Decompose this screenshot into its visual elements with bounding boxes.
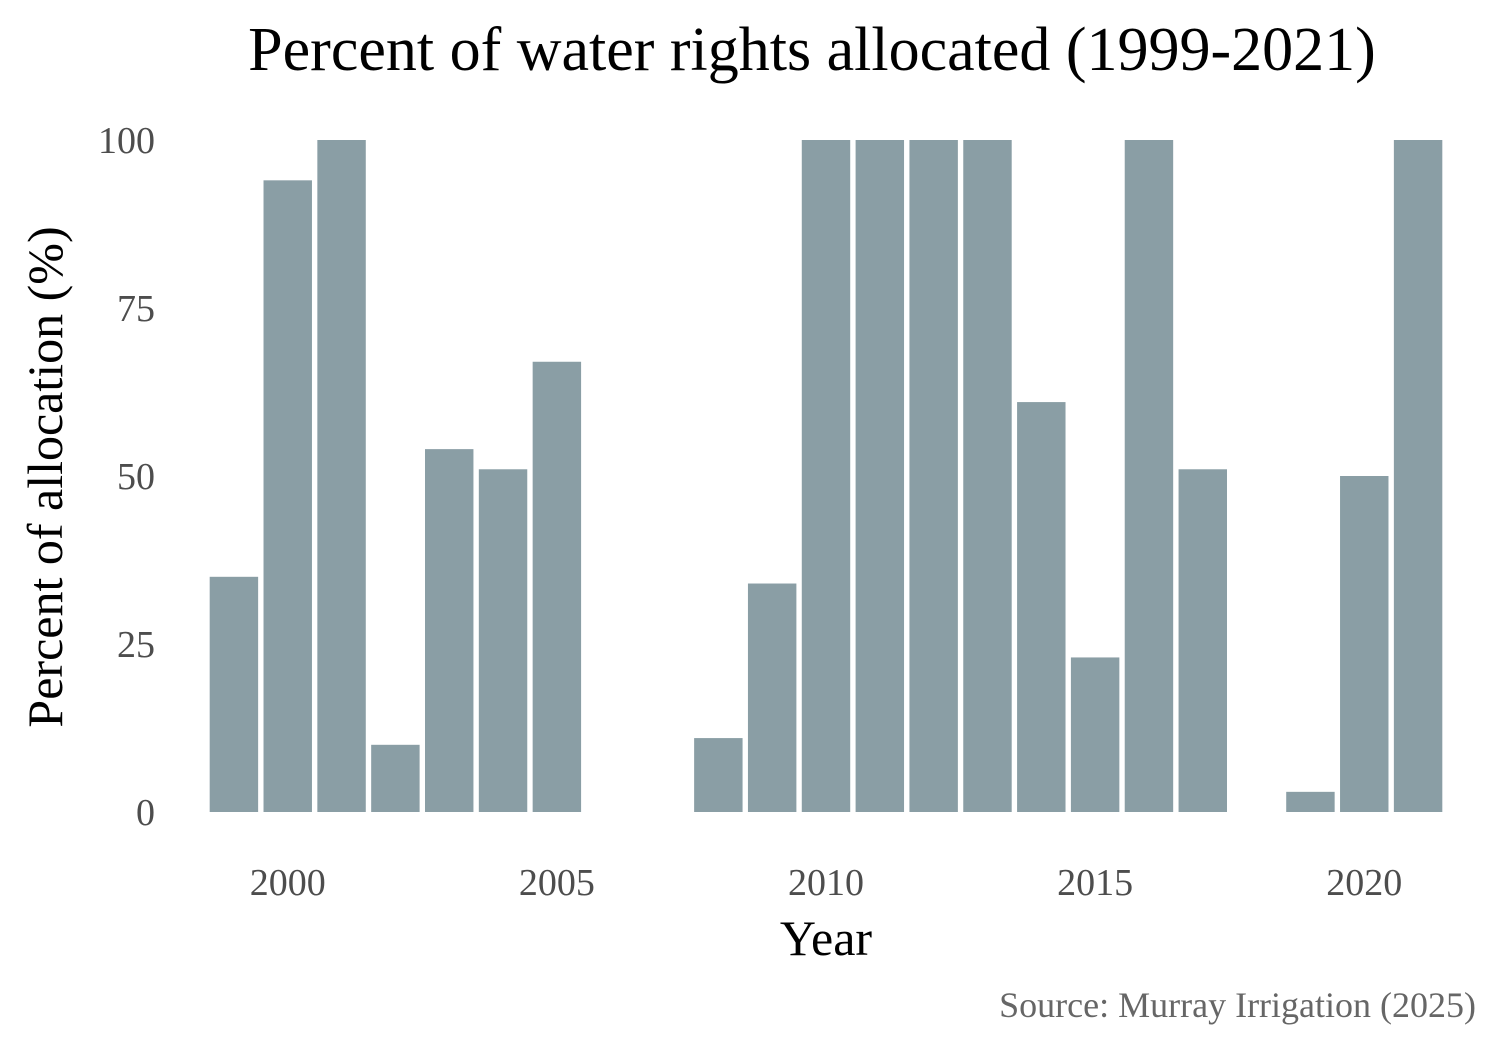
bar-2004	[478, 469, 528, 812]
y-tick-label-100: 100	[98, 120, 155, 162]
bar-2005	[532, 361, 582, 812]
bar-2021	[1393, 140, 1443, 812]
bar-2002	[371, 744, 420, 812]
x-tick-label-2015: 2015	[1057, 862, 1133, 904]
bar-2001	[317, 140, 366, 812]
bar-2020	[1340, 476, 1389, 812]
y-tick-label-75: 75	[117, 288, 155, 330]
bar-2000	[263, 180, 312, 812]
source-caption: Source: Murray Irrigation (2025)	[999, 985, 1476, 1025]
bar-2003	[425, 449, 474, 812]
bar-2012	[909, 140, 958, 812]
y-tick-label-50: 50	[117, 456, 155, 498]
bar-2008	[694, 738, 743, 812]
y-tick-label-0: 0	[136, 792, 155, 834]
chart-title: Percent of water rights allocated (1999-…	[248, 16, 1376, 84]
bar-2015	[1070, 657, 1120, 812]
y-axis-title: Percent of allocation (%)	[17, 226, 73, 727]
x-tick-label-2000: 2000	[250, 862, 326, 904]
x-axis-title: Year	[780, 910, 872, 966]
y-tick-label-25: 25	[117, 624, 155, 666]
bar-2014	[1017, 402, 1066, 812]
bars	[209, 140, 1443, 812]
x-tick-label-2010: 2010	[788, 862, 864, 904]
bar-2010	[801, 140, 851, 812]
bar-2013	[963, 140, 1012, 812]
y-axis-ticks: 0 25 50 75 100	[98, 120, 155, 834]
bar-2009	[747, 583, 797, 812]
bar-1999	[209, 576, 259, 812]
bar-2011	[855, 140, 905, 812]
bar-2016	[1124, 140, 1174, 812]
bar-2017	[1178, 469, 1227, 812]
x-tick-label-2020: 2020	[1326, 862, 1402, 904]
x-axis-ticks: 2000 2005 2010 2015 2020	[250, 862, 1403, 904]
x-tick-label-2005: 2005	[519, 862, 595, 904]
bar-2019	[1286, 791, 1335, 812]
